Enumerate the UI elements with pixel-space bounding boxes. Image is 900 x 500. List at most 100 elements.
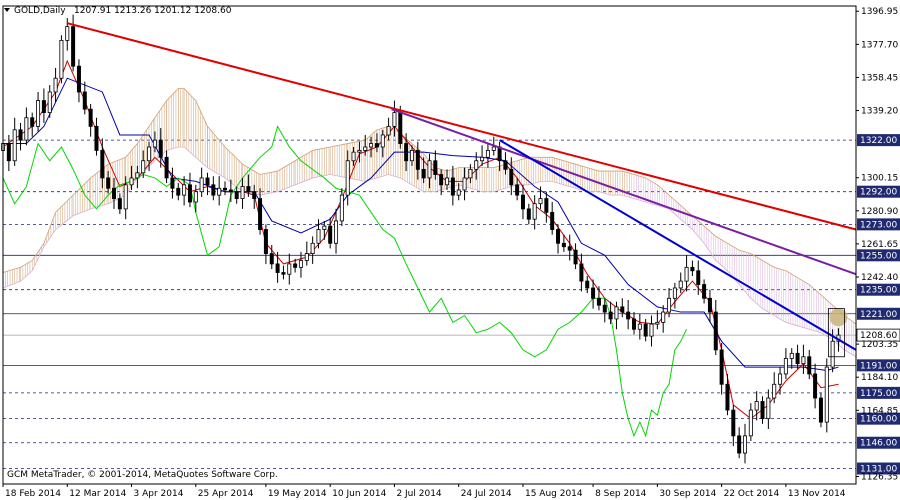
candle[interactable]	[702, 279, 707, 304]
candle[interactable]	[585, 275, 590, 294]
candle[interactable]	[596, 286, 601, 311]
candle[interactable]	[824, 358, 829, 433]
candle[interactable]	[76, 59, 81, 103]
candle[interactable]	[620, 298, 625, 318]
candle[interactable]	[684, 255, 689, 292]
candle[interactable]	[170, 167, 175, 199]
candle[interactable]	[18, 122, 23, 151]
candle[interactable]	[760, 396, 765, 424]
candle[interactable]	[766, 389, 771, 429]
candle[interactable]	[725, 373, 730, 416]
candle[interactable]	[556, 224, 561, 254]
candle[interactable]	[281, 265, 286, 280]
resistance-red-trendline[interactable]	[67, 22, 857, 231]
candle[interactable]	[217, 176, 222, 206]
candle[interactable]	[591, 279, 596, 309]
candle[interactable]	[223, 181, 228, 196]
candle[interactable]	[117, 193, 122, 215]
candle[interactable]	[252, 184, 257, 209]
trend-purple-trendline[interactable]	[391, 108, 857, 276]
candle[interactable]	[147, 141, 152, 172]
candle[interactable]	[456, 183, 461, 201]
candle[interactable]	[690, 260, 695, 276]
candle[interactable]	[754, 391, 759, 421]
candle[interactable]	[550, 202, 555, 235]
candle[interactable]	[649, 315, 654, 347]
candle[interactable]	[129, 165, 134, 190]
candle[interactable]	[100, 138, 105, 189]
candle[interactable]	[631, 312, 636, 335]
candle[interactable]	[515, 177, 520, 201]
candle[interactable]	[450, 165, 455, 206]
candle[interactable]	[30, 112, 35, 137]
candle[interactable]	[795, 344, 800, 369]
candle[interactable]	[94, 117, 99, 156]
candle[interactable]	[778, 367, 783, 395]
candle[interactable]	[731, 404, 736, 447]
candle[interactable]	[807, 349, 812, 380]
candle[interactable]	[263, 224, 268, 264]
candle[interactable]	[818, 392, 823, 428]
candle[interactable]	[667, 287, 672, 318]
candle[interactable]	[182, 176, 187, 206]
candle[interactable]	[713, 300, 718, 356]
candle[interactable]	[123, 176, 128, 220]
candle[interactable]	[363, 134, 368, 156]
candle[interactable]	[334, 208, 339, 254]
candle[interactable]	[59, 35, 64, 84]
candle[interactable]	[696, 260, 701, 295]
candle[interactable]	[672, 282, 677, 309]
candle[interactable]	[567, 234, 572, 261]
candle[interactable]	[526, 203, 531, 225]
candle[interactable]	[193, 184, 198, 213]
candle[interactable]	[439, 169, 444, 196]
candle[interactable]	[339, 188, 344, 227]
candle[interactable]	[246, 174, 251, 197]
candle[interactable]	[789, 348, 794, 369]
candle[interactable]	[293, 258, 298, 273]
candle[interactable]	[480, 145, 485, 166]
candle[interactable]	[82, 81, 87, 115]
candle[interactable]	[579, 253, 584, 292]
candle[interactable]	[176, 183, 181, 201]
candle[interactable]	[538, 186, 543, 209]
candle[interactable]	[234, 186, 239, 204]
candle[interactable]	[24, 107, 29, 146]
candle[interactable]	[801, 344, 806, 374]
candle[interactable]	[421, 157, 426, 184]
candle[interactable]	[240, 177, 245, 209]
candle[interactable]	[678, 272, 683, 294]
trendlines[interactable]	[67, 22, 857, 351]
candle[interactable]	[386, 117, 391, 141]
candle[interactable]	[211, 176, 216, 201]
candle[interactable]	[187, 172, 192, 208]
candle[interactable]	[374, 133, 379, 153]
candle[interactable]	[47, 85, 52, 118]
candles[interactable]	[0, 14, 841, 464]
candle[interactable]	[135, 165, 140, 189]
candle[interactable]	[520, 184, 525, 220]
candle[interactable]	[608, 301, 613, 325]
candle[interactable]	[152, 131, 157, 153]
candle[interactable]	[106, 171, 111, 194]
candle[interactable]	[112, 177, 117, 209]
candle[interactable]	[41, 88, 46, 123]
candle[interactable]	[269, 245, 274, 270]
candle[interactable]	[345, 150, 350, 206]
candle[interactable]	[310, 236, 315, 264]
candle[interactable]	[445, 169, 450, 190]
candle[interactable]	[573, 243, 578, 270]
candle[interactable]	[53, 67, 58, 103]
candle[interactable]	[602, 298, 607, 323]
candle[interactable]	[158, 128, 163, 168]
candle[interactable]	[141, 150, 146, 178]
candle[interactable]	[433, 150, 438, 180]
candle[interactable]	[6, 134, 11, 172]
candle[interactable]	[737, 427, 742, 459]
candle[interactable]	[322, 220, 327, 240]
candle[interactable]	[637, 313, 642, 340]
candle[interactable]	[707, 289, 712, 323]
candle[interactable]	[328, 217, 333, 249]
candle[interactable]	[392, 100, 397, 137]
candle[interactable]	[304, 241, 309, 266]
